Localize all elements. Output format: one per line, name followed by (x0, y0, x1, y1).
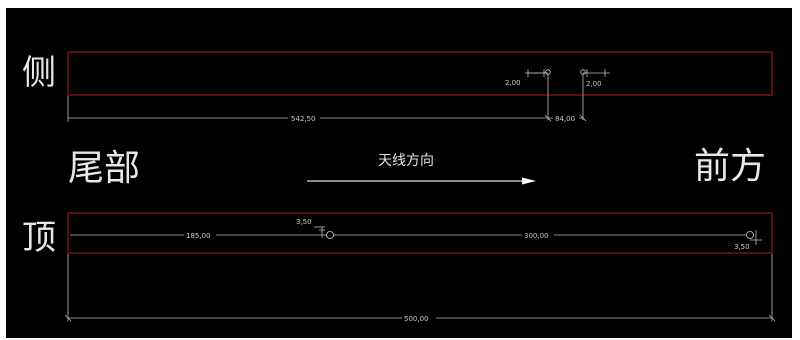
overall-length-text-bg (402, 314, 436, 322)
top-view-outline (67, 212, 773, 254)
side-hole-left (525, 69, 551, 120)
side-hole-spacing: 84,00 (555, 115, 575, 123)
side-hole-left-offset: 2,00 (505, 79, 521, 87)
antenna-direction-arrow (307, 177, 536, 185)
top-spacing-text-bg (522, 231, 554, 239)
side-hole-right-offset: 2,00 (586, 80, 602, 88)
front-label: 前方 (694, 146, 766, 187)
top-length-text-bg (184, 231, 216, 239)
side-length-text-bg (288, 114, 320, 122)
antenna-direction-label: 天线方向 (378, 153, 434, 169)
drawing-background (6, 8, 792, 338)
top-hole-offset-b: 3,50 (734, 243, 750, 251)
top-hole-left (314, 226, 334, 239)
top-hole-right (746, 230, 762, 245)
side-spacing-text-bg (553, 114, 579, 122)
side-length-to-hole: 542,50 (291, 115, 316, 123)
top-hole-spacing: 300,00 (524, 232, 549, 240)
top-length-to-hole: 185,00 (186, 232, 211, 240)
top-view-label: 顶 (22, 218, 56, 258)
top-hole-offset-a: 3,50 (296, 218, 312, 226)
overall-length: 500,00 (404, 315, 429, 323)
side-view-outline (67, 51, 773, 96)
side-view-label: 侧 (22, 53, 56, 93)
tail-label: 尾部 (68, 148, 140, 189)
side-hole-right (580, 69, 610, 120)
